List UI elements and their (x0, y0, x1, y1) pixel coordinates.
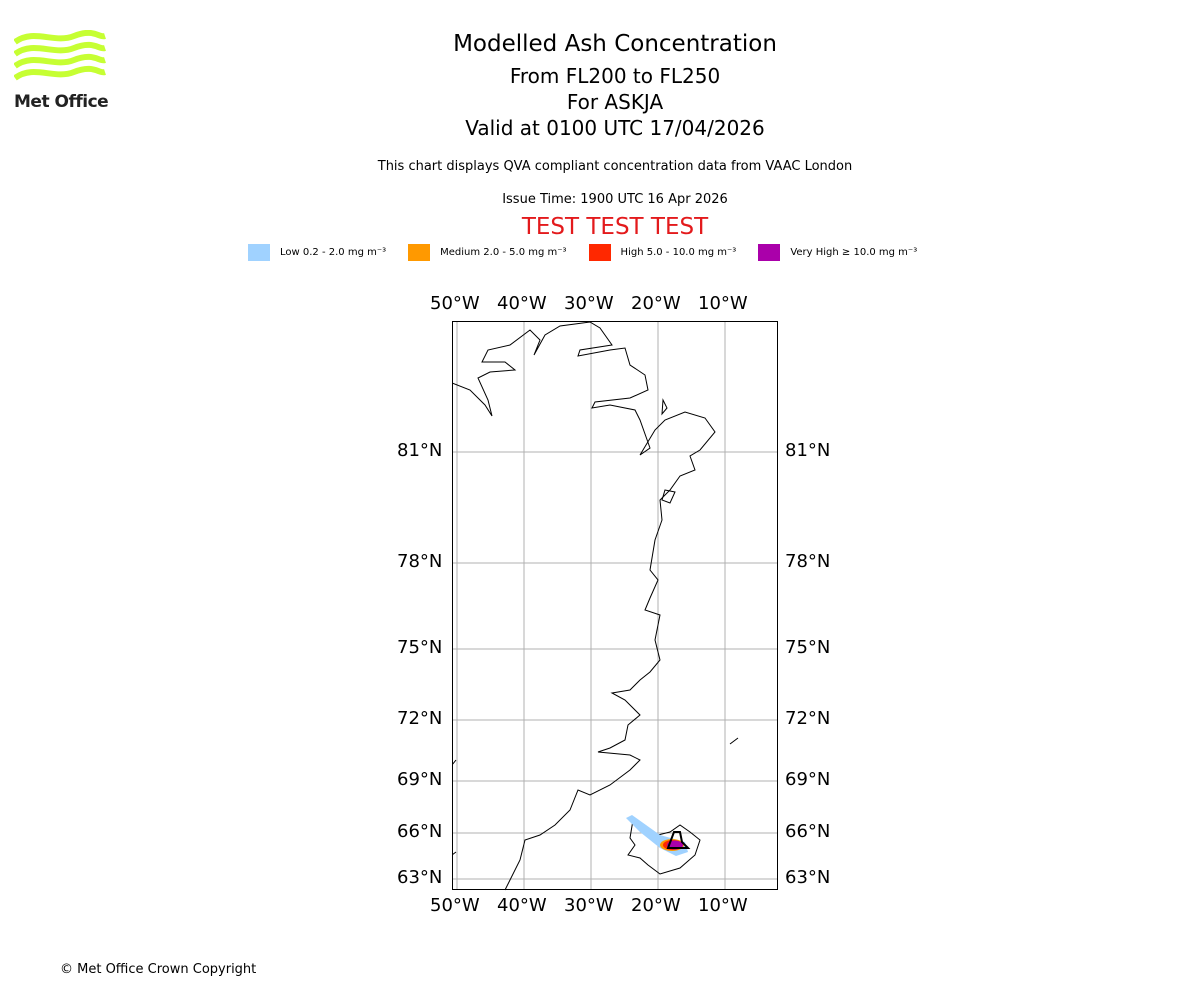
test-banner: TEST TEST TEST (521, 214, 709, 240)
legend-label: Very High ≥ 10.0 mg m⁻³ (790, 247, 918, 258)
legend-swatch (588, 244, 611, 261)
lat-label-right: 75°N (785, 637, 831, 658)
lat-label-right: 63°N (785, 867, 831, 888)
legend-item-low: Low 0.2 - 2.0 mg m⁻³ (248, 244, 386, 261)
lat-label-left: 69°N (397, 769, 443, 790)
lon-label-bottom: 40°W (497, 895, 547, 916)
legend-swatch (758, 244, 781, 261)
volcano-source-marker (666, 831, 691, 849)
ash-plume (626, 815, 691, 856)
lat-label-left: 75°N (397, 637, 443, 658)
map-frame (452, 321, 778, 890)
chart-title: Modelled Ash Concentration (453, 31, 777, 57)
map-area[interactable] (452, 321, 779, 891)
lat-label-right: 72°N (785, 708, 831, 729)
lat-label-left: 66°N (397, 821, 443, 842)
legend: Low 0.2 - 2.0 mg m⁻³ Medium 2.0 - 5.0 mg… (248, 244, 939, 261)
issue-time: Issue Time: 1900 UTC 16 Apr 2026 (502, 192, 728, 207)
lat-label-left: 81°N (397, 440, 443, 461)
coastlines (452, 321, 739, 891)
lat-label-left: 78°N (397, 551, 443, 572)
lon-label-bottom: 20°W (631, 895, 681, 916)
description: This chart displays QVA compliant concen… (377, 159, 853, 174)
lon-label-top: 50°W (430, 293, 480, 314)
flight-levels: From FL200 to FL250 (509, 64, 721, 88)
lat-label-right: 69°N (785, 769, 831, 790)
gridlines (452, 321, 778, 890)
lat-label-left: 72°N (397, 708, 443, 729)
met-office-logo: Met Office (13, 29, 109, 112)
legend-item-medium: Medium 2.0 - 5.0 mg m⁻³ (408, 244, 567, 261)
lat-label-right: 66°N (785, 821, 831, 842)
lon-label-bottom: 50°W (430, 895, 480, 916)
lon-label-bottom: 10°W (698, 895, 748, 916)
lon-label-top: 20°W (631, 293, 681, 314)
legend-swatch (408, 244, 431, 261)
lat-label-right: 78°N (785, 551, 831, 572)
lon-label-top: 30°W (564, 293, 614, 314)
lat-label-left: 63°N (397, 867, 443, 888)
legend-item-high: High 5.0 - 10.0 mg m⁻³ (588, 244, 737, 261)
lon-label-bottom: 30°W (564, 895, 614, 916)
lon-label-top: 10°W (698, 293, 748, 314)
legend-item-very-high: Very High ≥ 10.0 mg m⁻³ (758, 244, 917, 261)
logo-text: Met Office (14, 92, 109, 112)
valid-time: Valid at 0100 UTC 17/04/2026 (465, 116, 765, 140)
legend-label: High 5.0 - 10.0 mg m⁻³ (620, 247, 737, 258)
lon-label-top: 40°W (497, 293, 547, 314)
met-office-waves-icon (13, 29, 106, 81)
copyright: © Met Office Crown Copyright (60, 962, 257, 977)
legend-swatch (248, 244, 270, 261)
legend-label: Medium 2.0 - 5.0 mg m⁻³ (440, 247, 567, 258)
legend-label: Low 0.2 - 2.0 mg m⁻³ (280, 247, 387, 258)
volcano-name: For ASKJA (566, 90, 664, 114)
lat-label-right: 81°N (785, 440, 831, 461)
